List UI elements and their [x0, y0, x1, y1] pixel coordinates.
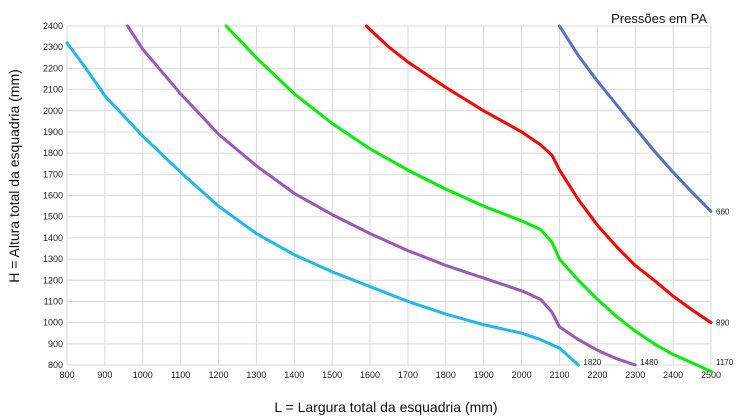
- x-tick-label: 1000: [133, 370, 153, 380]
- y-tick-label: 1600: [43, 191, 63, 201]
- y-tick-label: 1500: [43, 212, 63, 222]
- y-tick-label: 2300: [43, 42, 63, 52]
- y-tick-label: 900: [48, 339, 63, 349]
- x-tick-label: 800: [59, 370, 74, 380]
- x-tick-label: 2300: [625, 370, 645, 380]
- x-tick-label: 900: [97, 370, 112, 380]
- series-label-1170: 1170: [716, 358, 734, 367]
- y-tick-label: 800: [48, 360, 63, 370]
- x-tick-label: 1200: [209, 370, 229, 380]
- x-tick-label: 2200: [587, 370, 607, 380]
- x-tick-label: 2400: [663, 370, 683, 380]
- y-tick-label: 2400: [43, 21, 63, 31]
- series-end-labels: 660 890 1170 1480 1820: [583, 207, 733, 367]
- y-tick-label: 2000: [43, 106, 63, 116]
- x-tick-labels: 800 900 1000 1100 1200 1300 1400 1500 1600 1700 18…: [59, 370, 721, 380]
- x-tick-label: 1800: [436, 370, 456, 380]
- series-line-1820: [65, 41, 580, 367]
- x-tick-label: 2500: [701, 370, 721, 380]
- y-tick-label: 1300: [43, 254, 63, 264]
- series-line-1170: [224, 24, 713, 373]
- x-tick-label: 1900: [474, 370, 494, 380]
- y-axis-title: H = Altura total da esquadria (mm): [6, 69, 22, 283]
- pressure-note: Pressões em PA: [611, 11, 707, 26]
- y-tick-label: 1800: [43, 148, 63, 158]
- x-axis-title: L = Largura total da esquadria (mm): [274, 399, 497, 415]
- y-tick-label: 2100: [43, 85, 63, 95]
- x-tick-label: 1300: [246, 370, 266, 380]
- series-label-1480: 1480: [640, 358, 658, 367]
- y-tick-labels: 800 900 1000 1100 1200 1300 1400 1500 1600 1700 18…: [43, 21, 63, 370]
- series-label-660: 660: [716, 207, 730, 216]
- x-tick-label: 1600: [360, 370, 380, 380]
- x-tick-label: 1400: [284, 370, 304, 380]
- x-tick-label: 2100: [549, 370, 569, 380]
- y-tick-label: 1900: [43, 127, 63, 137]
- series-line-660: [558, 24, 713, 213]
- y-tick-label: 1700: [43, 169, 63, 179]
- y-tick-label: 1200: [43, 275, 63, 285]
- series-lines: [65, 24, 713, 373]
- y-tick-label: 1400: [43, 233, 63, 243]
- x-tick-label: 1700: [398, 370, 418, 380]
- series-label-890: 890: [716, 319, 730, 328]
- y-tick-label: 1100: [44, 296, 63, 306]
- y-tick-label: 1000: [43, 318, 63, 328]
- x-tick-label: 1100: [171, 370, 190, 380]
- series-label-1820: 1820: [583, 358, 601, 367]
- x-tick-label: 2000: [512, 370, 532, 380]
- series-line-890: [364, 24, 713, 325]
- x-tick-label: 1500: [322, 370, 342, 380]
- grid: [66, 25, 712, 366]
- series-line-1480: [126, 24, 637, 367]
- y-tick-label: 2200: [43, 63, 63, 73]
